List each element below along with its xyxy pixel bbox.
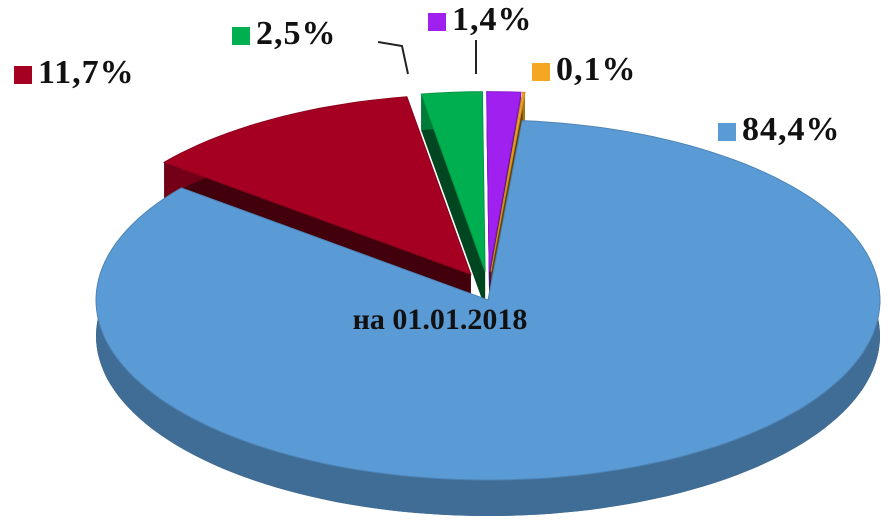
labels: 84,4% 11,7% 2,5% 1,4% 0,1%	[14, 1, 841, 148]
chart-title: на 01.01.2018	[353, 303, 528, 336]
pie	[95, 91, 881, 516]
slice	[486, 91, 522, 272]
slice	[95, 120, 881, 481]
slice	[490, 91, 526, 272]
legend-swatch	[532, 63, 550, 81]
legend-swatch	[428, 13, 446, 31]
data-label: 84,4%	[742, 111, 841, 148]
slice	[163, 96, 472, 276]
slice	[420, 91, 486, 272]
data-label: 2,5%	[256, 15, 337, 52]
data-label: 1,4%	[452, 1, 533, 38]
legend-swatch	[14, 66, 32, 84]
slice-wall	[421, 94, 486, 308]
legend-swatch	[718, 123, 736, 141]
legend-swatch	[232, 27, 250, 45]
leader-line	[377, 41, 409, 75]
data-label: 11,7%	[38, 54, 135, 91]
data-label: 0,1%	[556, 51, 637, 88]
